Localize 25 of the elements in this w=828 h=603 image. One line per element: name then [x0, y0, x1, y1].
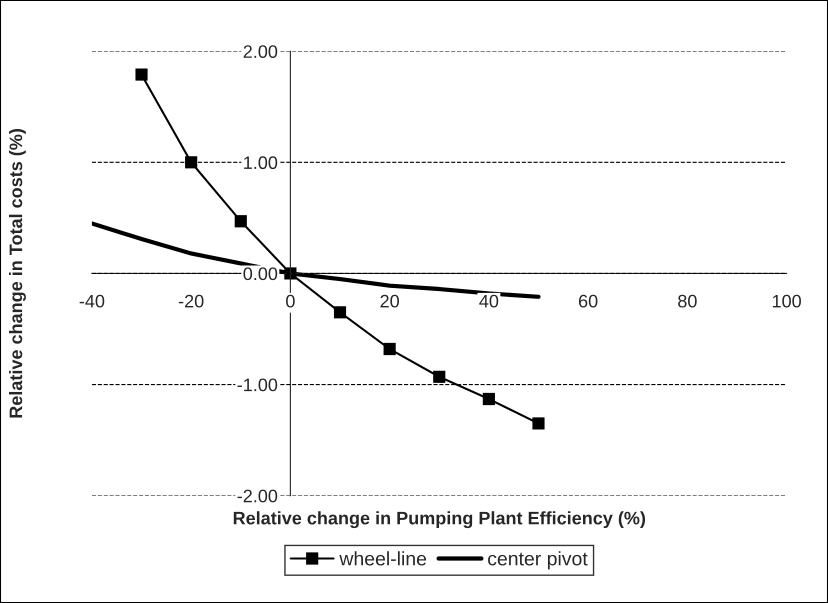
y-tick-label: 0.00 — [243, 267, 278, 280]
x-axis-title: Relative change in Pumping Plant Efficiency (%) — [234, 511, 646, 528]
point — [433, 370, 446, 383]
point — [234, 215, 247, 228]
x-tick-label: -20 — [178, 294, 204, 308]
point — [135, 68, 148, 81]
y-tick-label: 1.00 — [244, 156, 278, 170]
point — [185, 156, 198, 168]
x-tick-label: 20 — [380, 294, 399, 308]
point — [334, 306, 346, 318]
y-tick-label: -2.00 — [238, 490, 278, 502]
y-tick-label: 2.00 — [244, 45, 278, 58]
point — [384, 342, 396, 356]
point — [532, 417, 545, 430]
x-tick-label: 40 — [479, 294, 498, 308]
x-tick-label: 0 — [286, 294, 295, 308]
legend-label: center pivot — [488, 551, 588, 570]
x-tick-label: 100 — [772, 294, 801, 308]
x-tick-label: 60 — [578, 294, 598, 308]
x-tick-label: -40 — [80, 294, 104, 308]
legend-label: wheel-line — [339, 551, 426, 566]
y-tick-label: -1.00 — [238, 378, 278, 392]
x-tick-label: 80 — [678, 294, 697, 308]
point — [482, 392, 495, 406]
y-axis-title: Relative change in Total costs (%) — [9, 129, 26, 418]
